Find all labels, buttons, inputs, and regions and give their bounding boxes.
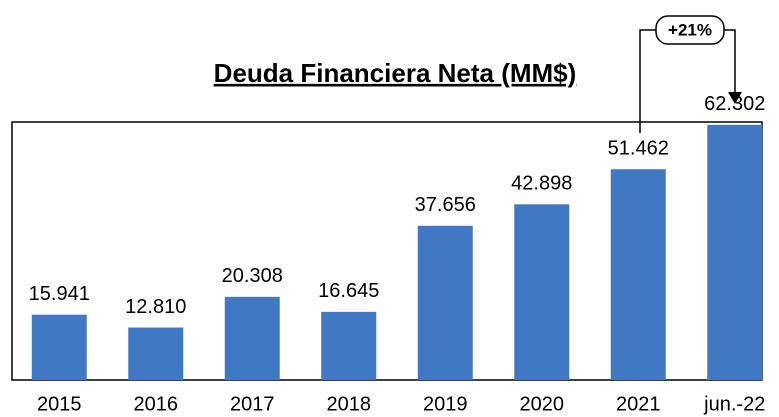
x-tick-label: 2018 — [327, 393, 372, 415]
value-label: 20.308 — [222, 265, 283, 287]
bar — [417, 225, 473, 380]
bar — [707, 124, 763, 380]
bar — [610, 169, 666, 380]
value-label: 12.810 — [125, 296, 186, 318]
value-label: 62.302 — [704, 93, 765, 115]
value-label: 51.462 — [608, 138, 669, 160]
arrow-head — [728, 92, 742, 104]
chart-title: Deuda Financiera Neta (MM$) — [214, 58, 577, 88]
x-tick-label: 2017 — [230, 393, 275, 415]
growth-bracket — [639, 29, 736, 133]
value-label: 16.645 — [318, 280, 379, 302]
x-tick-label: 2020 — [520, 393, 565, 415]
x-tick-label: 2015 — [37, 393, 82, 415]
bar — [514, 204, 570, 380]
x-tick-label: 2021 — [616, 393, 661, 415]
value-label: 15.941 — [29, 283, 90, 305]
x-tick-label: 2019 — [423, 393, 468, 415]
value-label: 37.656 — [415, 194, 476, 216]
bar — [31, 314, 87, 380]
x-tick-label: 2016 — [134, 393, 179, 415]
x-tick-label: jun.-22 — [703, 393, 765, 415]
bar — [224, 296, 280, 380]
value-label: 42.898 — [511, 173, 572, 195]
annotation: +21% — [668, 20, 712, 39]
bar — [128, 327, 184, 380]
bar — [321, 311, 377, 380]
annotation-box — [655, 15, 725, 45]
